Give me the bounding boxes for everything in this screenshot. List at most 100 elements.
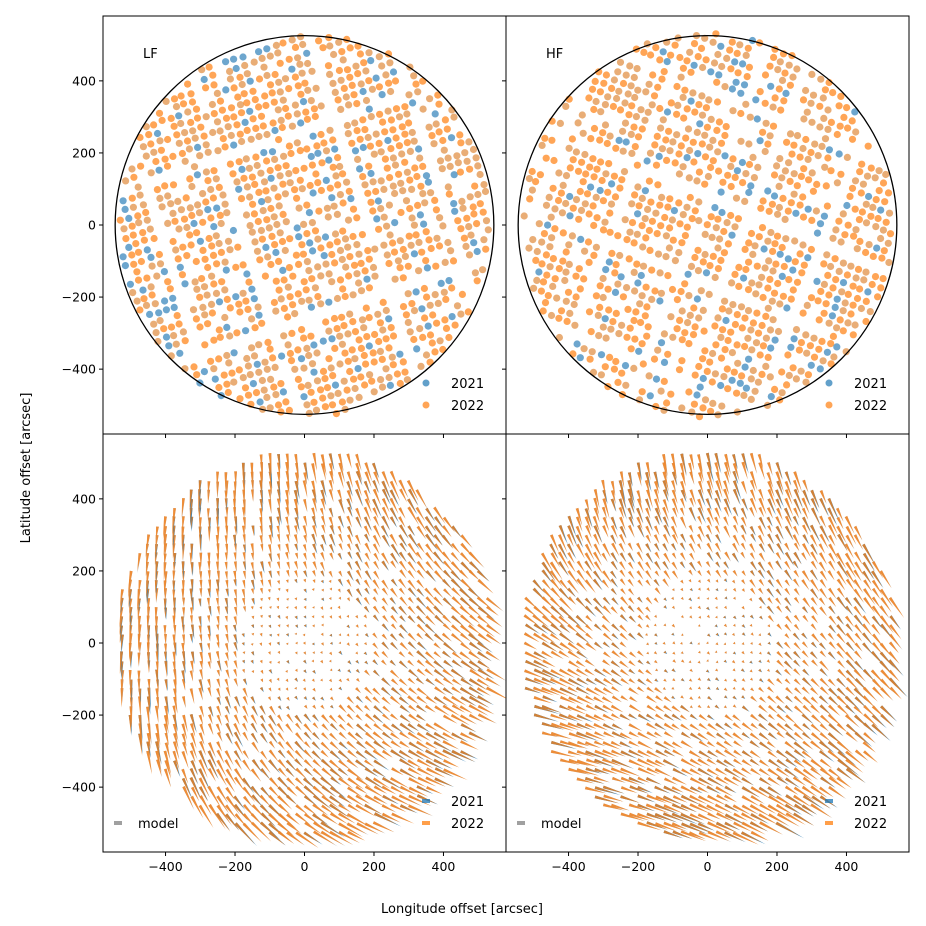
data-point-2022 (773, 162, 781, 170)
data-point-2022 (288, 122, 296, 130)
data-point-2021 (314, 149, 322, 157)
data-point-2022 (730, 368, 738, 376)
data-point-2022 (401, 103, 409, 111)
data-point-2022 (701, 180, 709, 188)
vector-2022 (277, 587, 281, 591)
data-point-2022 (619, 293, 628, 301)
data-point-2022 (630, 73, 638, 82)
vector-2022 (425, 615, 436, 626)
data-point-2022 (751, 242, 759, 250)
data-point-2021 (764, 187, 772, 195)
vector-2022 (399, 785, 416, 795)
vector-2022 (346, 597, 350, 602)
vector-2022 (285, 687, 289, 691)
data-point-2022 (430, 140, 438, 148)
vector-2022 (390, 560, 396, 569)
data-point-2022 (352, 62, 360, 70)
data-point-2022 (758, 273, 766, 281)
data-point-2022 (286, 349, 294, 358)
data-point-2022 (333, 210, 341, 218)
data-point-2022 (778, 174, 786, 182)
data-point-2021 (663, 58, 671, 66)
data-point-2021 (389, 68, 398, 76)
data-point-2022 (804, 371, 813, 379)
data-point-2022 (213, 260, 221, 268)
vector-2022 (225, 804, 237, 820)
vector-2022 (147, 660, 151, 674)
data-point-2022 (331, 230, 340, 238)
vector-2022 (145, 543, 149, 557)
data-point-2022 (326, 42, 334, 50)
data-point-2022 (216, 333, 224, 341)
data-point-2022 (727, 211, 735, 220)
vector-2022 (407, 561, 417, 573)
data-point-2022 (758, 224, 767, 232)
vector-2022 (320, 480, 326, 496)
data-point-2022 (321, 375, 329, 383)
vector-2022 (303, 462, 308, 480)
vector-2022 (355, 615, 358, 619)
vector-2022 (303, 795, 317, 806)
vector-2022 (304, 821, 323, 835)
data-point-2022 (675, 170, 684, 178)
data-point-2022 (372, 187, 380, 196)
data-point-2022 (618, 176, 626, 184)
vector-2022 (433, 587, 443, 598)
data-point-2021 (742, 384, 751, 392)
data-point-2022 (255, 103, 263, 111)
data-point-2021 (230, 55, 238, 63)
vector-2022 (441, 632, 452, 642)
data-point-2021 (693, 295, 702, 303)
vector-2022 (433, 758, 451, 768)
data-point-2022 (344, 330, 352, 338)
data-point-2022 (456, 131, 464, 139)
vector-2022 (389, 480, 400, 502)
vector-2022 (329, 750, 340, 760)
vector-2022 (337, 714, 346, 723)
data-point-2022 (608, 249, 616, 257)
data-point-2022 (756, 351, 764, 359)
vector-2022 (294, 632, 297, 635)
vector-2022 (191, 786, 199, 801)
data-point-2022 (721, 131, 729, 140)
data-point-2022 (832, 276, 840, 284)
data-point-2022 (562, 268, 570, 276)
data-point-2022 (671, 41, 679, 49)
data-point-2022 (709, 157, 717, 165)
data-point-2022 (177, 206, 185, 214)
data-point-2022 (738, 324, 746, 332)
vector-2022 (242, 525, 245, 538)
data-point-2022 (122, 235, 130, 243)
vector-2022 (443, 588, 452, 597)
data-point-2022 (781, 167, 790, 175)
data-point-2022 (385, 201, 393, 209)
vector-2022 (216, 579, 219, 593)
data-point-2022 (762, 312, 770, 320)
data-point-2022 (645, 372, 653, 380)
data-point-2022 (177, 119, 185, 128)
data-point-2022 (654, 346, 662, 354)
data-point-2022 (738, 372, 746, 380)
data-point-2022 (439, 136, 447, 145)
data-point-2022 (677, 73, 685, 81)
data-point-2022 (665, 244, 674, 252)
data-point-2022 (652, 161, 661, 169)
vector-2022 (276, 561, 280, 570)
data-point-2022 (199, 303, 207, 311)
data-point-2022 (281, 190, 289, 198)
data-point-2022 (303, 201, 311, 209)
data-point-2022 (238, 137, 246, 146)
vector-2022 (251, 651, 254, 656)
vector-2022 (198, 732, 205, 745)
data-point-2022 (644, 108, 652, 116)
data-point-2021 (877, 206, 885, 214)
data-point-2022 (371, 245, 379, 253)
data-point-2022 (202, 84, 210, 92)
data-point-2022 (427, 189, 435, 197)
data-point-2022 (404, 318, 412, 327)
data-point-2022 (375, 83, 383, 91)
data-point-2022 (821, 135, 830, 143)
data-point-2022 (660, 68, 668, 76)
data-point-2021 (813, 277, 821, 285)
data-point-2022 (630, 316, 638, 325)
